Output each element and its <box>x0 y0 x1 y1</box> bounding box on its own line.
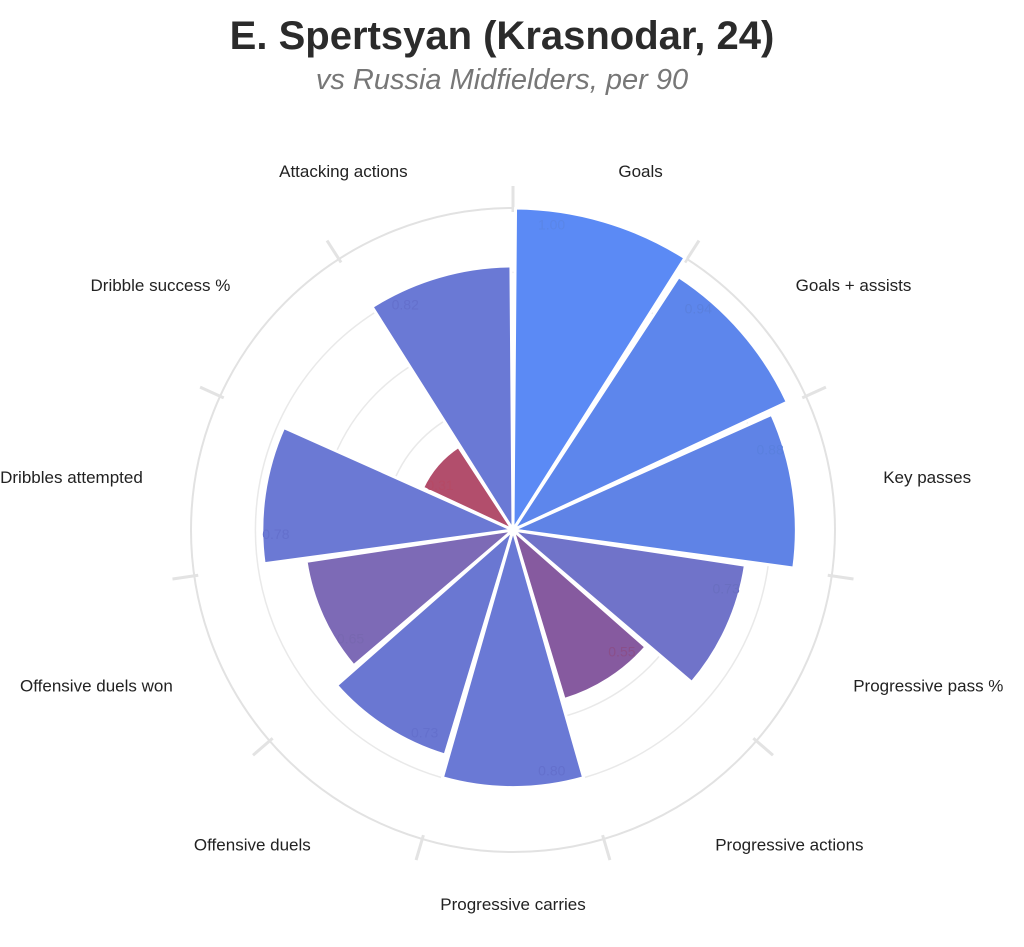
value-label-dribble-success-pct: 0.31 <box>426 477 453 493</box>
category-label-dribble-success-pct: Dribble success % <box>91 276 231 295</box>
bar-attacking-actions <box>370 264 515 532</box>
value-label-progressive-carries: 0.80 <box>538 762 565 778</box>
value-label-offensive-duels: 0.73 <box>411 725 438 741</box>
bar-progressive-pass-pct <box>511 528 747 685</box>
grid-spoke <box>801 385 827 400</box>
category-label-progressive-pass-pct: Progressive pass % <box>853 676 1003 695</box>
category-label-dribbles-attempted: Dribbles attempted <box>0 468 143 487</box>
category-label-key-passes: Key passes <box>883 468 971 487</box>
grid-spoke <box>752 737 774 757</box>
value-label-offensive-duels-won: 0.65 <box>337 630 364 646</box>
value-label-goals-plus-assists: 0.94 <box>685 301 712 317</box>
category-label-progressive-actions: Progressive actions <box>715 836 863 855</box>
category-label-offensive-duels: Offensive duels <box>194 836 311 855</box>
bar-progressive-actions <box>511 528 648 702</box>
bar-key-passes <box>511 412 798 570</box>
category-label-progressive-carries: Progressive carries <box>440 895 586 914</box>
grid-spoke <box>601 834 612 861</box>
value-label-goals: 1.00 <box>538 216 565 232</box>
grid-spoke <box>827 573 854 581</box>
category-label-goals: Goals <box>618 162 662 181</box>
value-label-dribbles-attempted: 0.78 <box>262 526 289 542</box>
bar-dribble-success-pct <box>421 444 515 532</box>
value-label-key-passes: 0.88 <box>756 442 783 458</box>
grid-spoke <box>172 573 199 581</box>
category-label-offensive-duels-won: Offensive duels won <box>20 676 173 695</box>
category-label-goals-plus-assists: Goals + assists <box>796 276 912 295</box>
bar-goals <box>511 206 687 532</box>
bar-offensive-duels-won <box>304 528 515 668</box>
value-labels: 1.00 0.94 0.88 0.73 0.55 0.80 0.73 0.65 0.78 0.31… <box>262 216 784 778</box>
chart-bars <box>260 206 798 790</box>
value-label-attacking-actions: 0.82 <box>392 296 419 312</box>
value-label-progressive-pass-pct: 0.73 <box>713 581 740 597</box>
value-label-progressive-actions: 0.55 <box>608 643 635 659</box>
bar-offensive-duels <box>335 528 515 757</box>
category-label-attacking-actions: Attacking actions <box>279 162 408 181</box>
bar-dribbles-attempted <box>260 425 515 566</box>
chart-title: E. Spertsyan (Krasnodar, 24) <box>229 14 775 58</box>
grid-spoke <box>199 385 225 400</box>
bar-goals-plus-assists <box>511 275 789 532</box>
grid-spoke <box>325 239 343 264</box>
bar-progressive-carries <box>440 528 586 790</box>
category-labels: Goals Goals + assists Key passes Progressiv… <box>0 162 1003 914</box>
grid-spoke <box>414 834 425 861</box>
chart-subtitle: vs Russia Midfielders, per 90 <box>315 64 689 96</box>
grid-spoke <box>683 239 701 264</box>
grid-spoke <box>252 737 274 757</box>
